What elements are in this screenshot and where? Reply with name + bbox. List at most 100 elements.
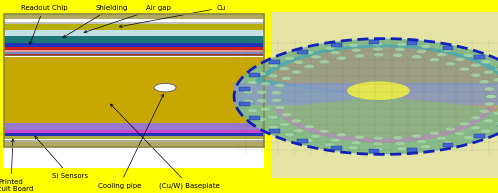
Circle shape (481, 129, 491, 133)
Circle shape (354, 54, 365, 58)
Circle shape (284, 133, 295, 137)
Bar (4, 140, 264, 142)
Circle shape (268, 63, 279, 68)
Bar (486, 0, 498, 193)
Circle shape (463, 53, 474, 57)
Circle shape (274, 83, 285, 87)
Bar (4, 14, 264, 19)
Bar (443, 46, 453, 50)
Circle shape (493, 78, 498, 82)
Circle shape (330, 51, 341, 55)
Bar (4, 123, 264, 130)
Bar (4, 50, 264, 52)
Circle shape (268, 125, 279, 130)
Circle shape (420, 145, 431, 149)
Text: Readout Chip: Readout Chip (20, 5, 67, 44)
Circle shape (348, 43, 359, 47)
Bar (297, 50, 308, 54)
Circle shape (445, 127, 456, 131)
Circle shape (479, 80, 490, 84)
Bar (249, 116, 260, 120)
Bar (264, 147, 498, 151)
Circle shape (395, 141, 405, 146)
Circle shape (256, 117, 266, 121)
Circle shape (325, 143, 335, 147)
Circle shape (304, 125, 314, 129)
Bar (407, 148, 417, 152)
Bar (4, 54, 264, 55)
Circle shape (436, 53, 447, 57)
Circle shape (247, 80, 257, 85)
Circle shape (351, 48, 362, 52)
Bar (474, 134, 485, 138)
Circle shape (325, 46, 335, 50)
Circle shape (354, 135, 365, 139)
Bar (369, 149, 379, 153)
Bar (4, 14, 264, 168)
Wedge shape (279, 96, 488, 138)
Circle shape (319, 129, 330, 133)
Circle shape (486, 94, 496, 98)
Bar (4, 30, 264, 36)
Bar (264, 52, 498, 56)
Circle shape (484, 87, 495, 91)
Bar (4, 57, 264, 123)
Circle shape (471, 116, 481, 120)
Circle shape (495, 67, 498, 71)
Bar (331, 43, 342, 47)
Circle shape (436, 136, 447, 140)
Text: Air gap: Air gap (84, 5, 171, 33)
Circle shape (484, 102, 495, 106)
Circle shape (303, 51, 314, 55)
Circle shape (392, 136, 403, 140)
Circle shape (392, 53, 403, 57)
Bar (297, 139, 308, 143)
Circle shape (243, 99, 253, 103)
Circle shape (256, 90, 266, 94)
Circle shape (429, 131, 440, 135)
Circle shape (247, 108, 257, 113)
Bar (264, 133, 498, 137)
Bar (249, 73, 260, 77)
Bar (234, 83, 498, 105)
Bar (4, 142, 264, 147)
Circle shape (336, 133, 347, 137)
Bar (369, 40, 379, 44)
Circle shape (311, 55, 321, 59)
Circle shape (495, 122, 498, 126)
Circle shape (396, 42, 407, 46)
Bar (4, 47, 264, 50)
Circle shape (260, 107, 270, 111)
Bar (4, 133, 264, 136)
Circle shape (443, 48, 453, 52)
Wedge shape (264, 47, 498, 113)
Circle shape (284, 56, 295, 60)
Circle shape (311, 134, 321, 138)
Bar (271, 12, 498, 178)
Circle shape (479, 109, 490, 113)
Circle shape (372, 42, 382, 46)
Bar (239, 87, 249, 91)
Circle shape (293, 60, 304, 64)
Circle shape (455, 57, 465, 61)
Circle shape (455, 132, 465, 136)
Bar (443, 143, 453, 147)
Circle shape (304, 64, 314, 68)
Circle shape (291, 70, 302, 74)
Bar (269, 60, 280, 64)
Circle shape (411, 55, 422, 59)
Circle shape (493, 111, 498, 115)
Circle shape (291, 119, 302, 123)
Circle shape (374, 53, 384, 57)
Circle shape (443, 141, 453, 145)
Bar (264, 93, 498, 97)
Bar (473, 0, 486, 193)
Text: Cooling pipe: Cooling pipe (98, 94, 164, 189)
Text: Cu: Cu (119, 5, 226, 28)
Circle shape (293, 129, 304, 133)
Bar (264, 66, 498, 70)
Circle shape (351, 141, 362, 145)
Wedge shape (253, 44, 498, 96)
Circle shape (459, 122, 470, 126)
Circle shape (471, 73, 481, 77)
